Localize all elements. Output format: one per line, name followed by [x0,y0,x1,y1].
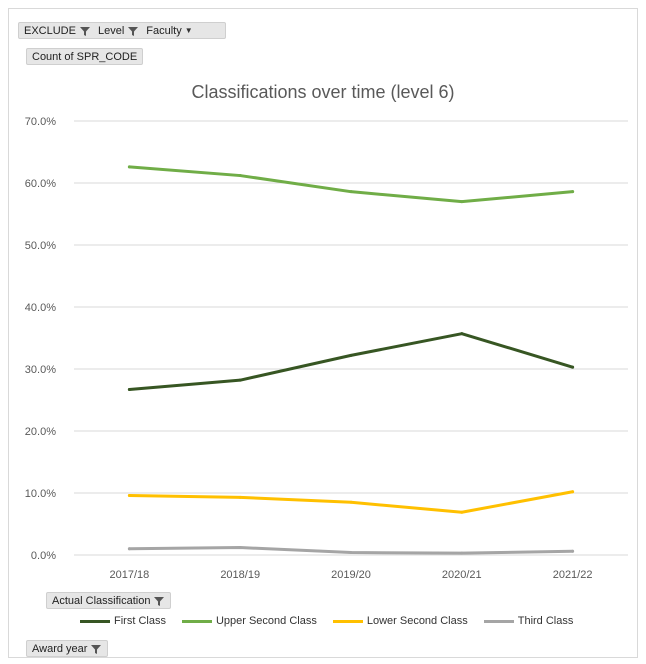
axis-field-label: Actual Classification [52,594,151,607]
y-tick-label: 60.0% [25,178,56,190]
chart-title: Classifications over time (level 6) [191,82,455,102]
data-point [460,200,464,204]
x-tick-label: 2020/21 [442,569,482,581]
legend: First Class Upper Second Class Lower Secon… [80,615,573,627]
legend-label: First Class [114,615,166,627]
x-tick-label: 2018/19 [220,569,260,581]
data-point [127,165,131,169]
data-point [571,490,575,494]
x-tick-label: 2019/20 [331,569,371,581]
data-point [238,495,242,499]
legend-item[interactable]: First Class [80,615,166,627]
x-tick-label: 2021/22 [553,569,593,581]
value-field-label: Count of SPR_CODE [32,50,138,63]
data-point [571,549,575,553]
value-field-button[interactable]: Count of SPR_CODE [26,48,144,65]
y-tick-label: 70.0% [25,116,56,128]
data-point [238,378,242,382]
legend-label: Lower Second Class [366,615,468,627]
x-tick-label: 2017/18 [110,569,150,581]
y-tick-label: 40.0% [25,302,56,314]
legend-swatch [332,619,363,623]
data-point [349,500,353,504]
filter-icon[interactable] [153,595,165,607]
y-tick-label: 0.0% [31,550,56,562]
data-point [571,190,575,194]
filter-icon[interactable] [79,25,91,37]
data-point [571,365,575,369]
data-point [238,546,242,550]
y-tick-label: 50.0% [25,240,56,252]
data-point [460,332,464,336]
y-tick-label: 30.0% [25,364,56,376]
legend-item[interactable]: Upper Second Class [181,615,317,627]
filter-bar: EXCLUDE Level Faculty ▼ [18,22,226,39]
data-point [127,547,131,551]
data-point [127,387,131,391]
legend-label: Third Class [517,615,574,627]
data-point [460,551,464,555]
data-point [349,353,353,357]
legend-label: Upper Second Class [215,615,317,627]
data-point [460,510,464,514]
filter-icon[interactable] [127,25,139,37]
series-line-first-class [127,332,575,391]
y-tick-label: 20.0% [25,426,56,438]
level-filter-label[interactable]: Level [97,24,125,37]
series-line-upper-second-class [127,165,575,204]
data-point [127,493,131,497]
legend-swatch [80,619,110,623]
data-point [349,190,353,194]
axis-field-button[interactable]: Actual Classification [46,592,172,609]
exclude-filter-label[interactable]: EXCLUDE [24,24,76,37]
data-point [349,551,353,555]
y-tick-label: 10.0% [25,488,56,500]
data-point [238,174,242,178]
legend-swatch [483,619,514,623]
filter-icon[interactable] [90,643,102,655]
chart-frame [8,8,638,658]
category-field-label: Award year [32,642,88,655]
legend-item[interactable]: Third Class [483,615,574,627]
legend-item[interactable]: Lower Second Class [332,615,468,627]
faculty-filter-label[interactable]: Faculty [146,24,182,37]
legend-swatch [181,619,212,623]
category-field-button[interactable]: Award year [26,640,109,657]
chevron-down-icon[interactable]: ▼ [184,26,193,35]
